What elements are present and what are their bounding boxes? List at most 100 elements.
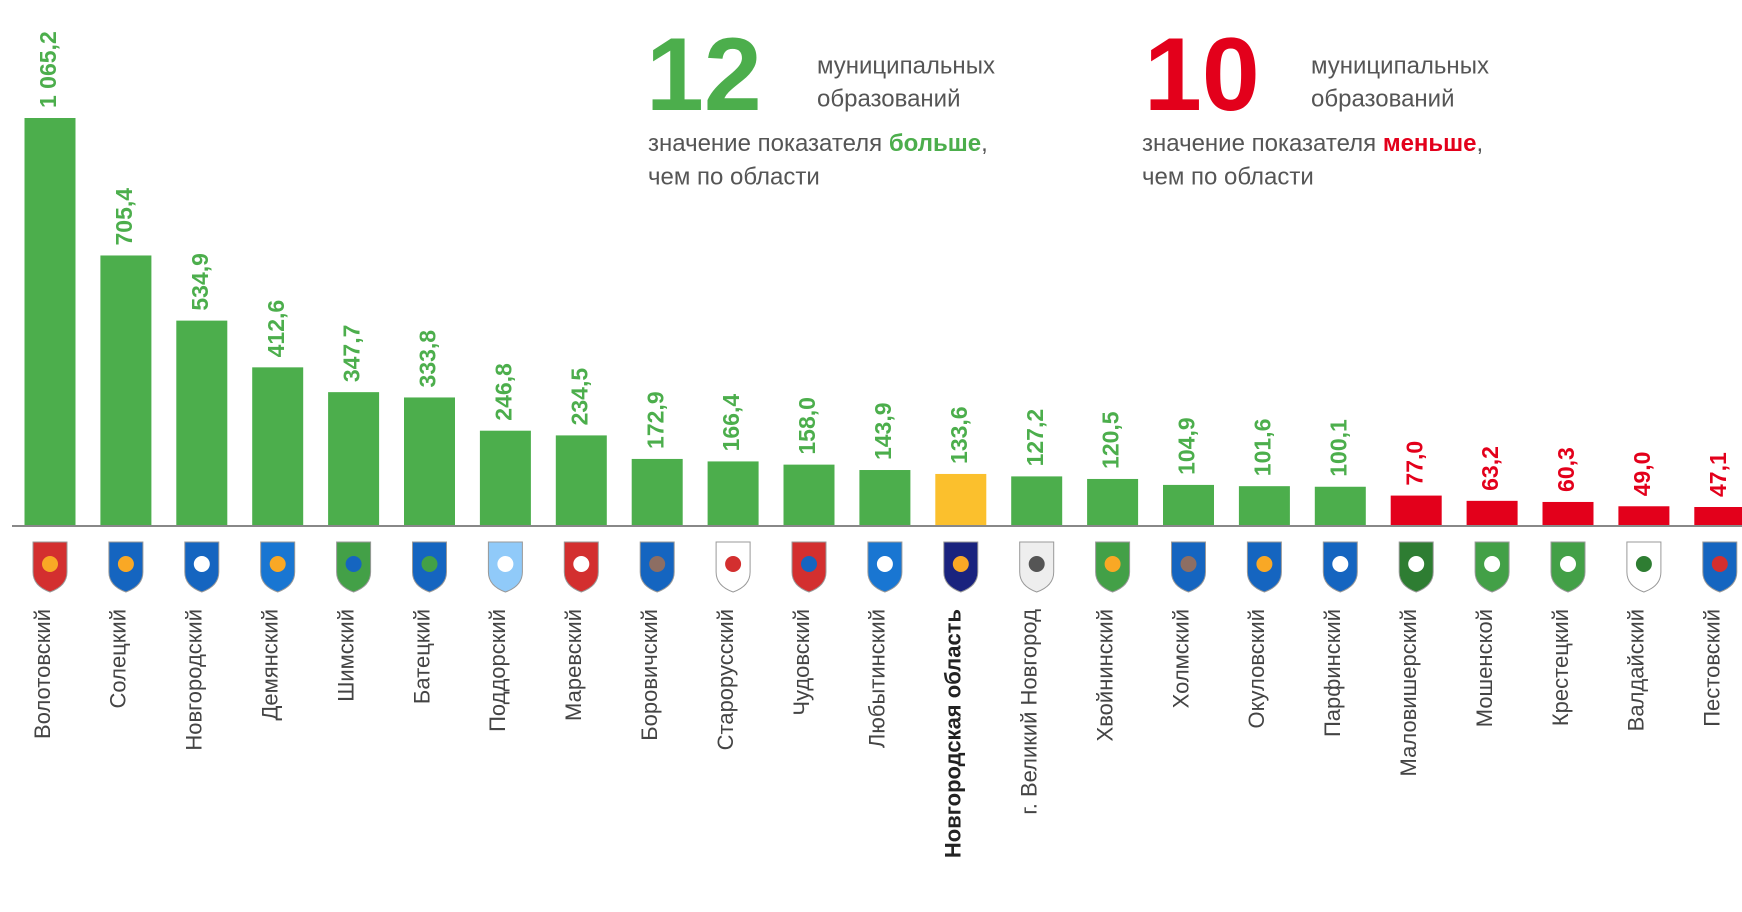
caption: образований <box>1311 85 1455 112</box>
value-label: 172,9 <box>642 391 668 449</box>
caption-end: , <box>1477 130 1484 157</box>
coat-of-arms-emblem <box>269 556 286 572</box>
bar <box>252 367 304 525</box>
caption-text: значение показателя <box>1142 130 1383 157</box>
category-label: Пестовский <box>1700 609 1725 727</box>
bar <box>1618 506 1670 525</box>
bar <box>935 473 987 525</box>
category-label: Любытинский <box>865 609 890 748</box>
coat-of-arms-emblem <box>725 556 742 572</box>
coat-of-arms-emblem <box>1332 556 1349 572</box>
coat-of-arms-emblem <box>1484 556 1501 572</box>
value-label: 705,4 <box>111 188 137 246</box>
coat-of-arms-emblem <box>1711 556 1728 572</box>
bar <box>328 392 380 525</box>
category-label: Новгородский <box>182 609 207 751</box>
coat-of-arms-emblem <box>345 556 362 572</box>
category-label: Холмский <box>1168 609 1193 708</box>
category-label: Маревский <box>561 609 586 721</box>
coat-of-arms-emblem <box>1180 556 1197 572</box>
category-label: Валдайский <box>1624 609 1649 731</box>
category-label: Маловишерский <box>1396 609 1421 776</box>
value-label: 1 065,2 <box>35 31 61 108</box>
caption: чем по области <box>648 163 820 190</box>
coat-of-arms-emblem <box>497 556 514 572</box>
bar <box>555 435 607 525</box>
caption: муниципальных <box>817 52 995 79</box>
bar <box>1011 476 1063 525</box>
bar <box>1163 484 1214 525</box>
category-label: Батецкий <box>409 609 434 704</box>
coat-of-arms-emblem <box>876 556 893 572</box>
value-label: 77,0 <box>1401 441 1427 486</box>
category-label: Хвойнинский <box>1092 609 1117 741</box>
coat-of-arms-emblem <box>421 556 438 572</box>
bar <box>479 430 531 525</box>
caption: значение показателя меньше, <box>1142 130 1483 157</box>
value-label: 166,4 <box>718 394 744 452</box>
value-label: 101,6 <box>1249 419 1275 477</box>
bar <box>783 464 835 525</box>
value-label: 234,5 <box>566 368 592 426</box>
caption: муниципальных <box>1311 52 1489 79</box>
category-label: Боровичский <box>637 609 662 741</box>
coat-of-arms-emblem <box>1560 556 1576 572</box>
bar <box>1466 500 1518 525</box>
bar <box>1238 486 1290 525</box>
bar <box>176 320 228 525</box>
value-label: 63,2 <box>1477 446 1503 491</box>
coat-of-arms-emblem <box>1104 556 1121 572</box>
header-left: 12 муниципальных образований значение по… <box>646 17 995 190</box>
bar <box>1390 495 1442 525</box>
count-number: 12 <box>646 17 762 133</box>
value-label: 60,3 <box>1553 447 1579 492</box>
value-label: 246,8 <box>490 363 516 421</box>
coat-of-arms-emblem <box>1635 556 1652 572</box>
caption: образований <box>817 85 961 112</box>
category-label: Мошенской <box>1472 609 1497 727</box>
value-label: 127,2 <box>1022 409 1048 467</box>
bar <box>707 461 759 525</box>
caption-emph: меньше <box>1383 130 1477 157</box>
value-label: 347,7 <box>339 325 365 383</box>
value-label: 333,8 <box>415 330 441 388</box>
category-label: Поддорский <box>485 609 510 732</box>
value-label: 120,5 <box>1098 411 1124 469</box>
bar <box>859 470 911 525</box>
caption-emph: больше <box>889 130 981 157</box>
value-label: 47,1 <box>1705 452 1731 497</box>
caption-end: , <box>981 130 988 157</box>
value-label: 158,0 <box>794 397 820 455</box>
bar <box>1694 507 1742 525</box>
category-label: Волотовский <box>30 609 55 739</box>
bar <box>1542 501 1594 525</box>
value-label: 412,6 <box>263 300 289 358</box>
category-label: Окуловский <box>1244 609 1269 728</box>
category-label: Шимский <box>333 609 358 702</box>
category-label: Демянский <box>258 609 283 721</box>
coat-of-arms-emblem <box>117 556 134 572</box>
caption: значение показателя больше, <box>648 130 988 157</box>
value-label: 143,9 <box>870 402 896 460</box>
bar <box>1087 478 1139 525</box>
caption-text: значение показателя <box>648 130 889 157</box>
value-label: 100,1 <box>1325 419 1351 477</box>
bar <box>404 397 455 525</box>
caption: чем по области <box>1142 163 1314 190</box>
coat-of-arms-emblem <box>801 556 817 572</box>
count-number: 10 <box>1144 17 1260 133</box>
value-label: 133,6 <box>946 406 972 464</box>
value-label: 104,9 <box>1174 417 1200 475</box>
coat-of-arms-emblem <box>1256 556 1273 572</box>
coat-of-arms-emblem <box>1408 556 1425 572</box>
category-label: Крестецкий <box>1548 609 1573 726</box>
value-label: 49,0 <box>1629 452 1655 497</box>
coat-of-arms-emblem <box>649 556 666 572</box>
category-label: г. Великий Новгород <box>1017 609 1042 815</box>
bar <box>1314 486 1366 525</box>
bar <box>100 255 152 525</box>
coat-of-arms-emblem <box>1028 556 1045 572</box>
coat-of-arms-emblem <box>193 556 210 572</box>
category-label: Солецкий <box>106 609 131 709</box>
